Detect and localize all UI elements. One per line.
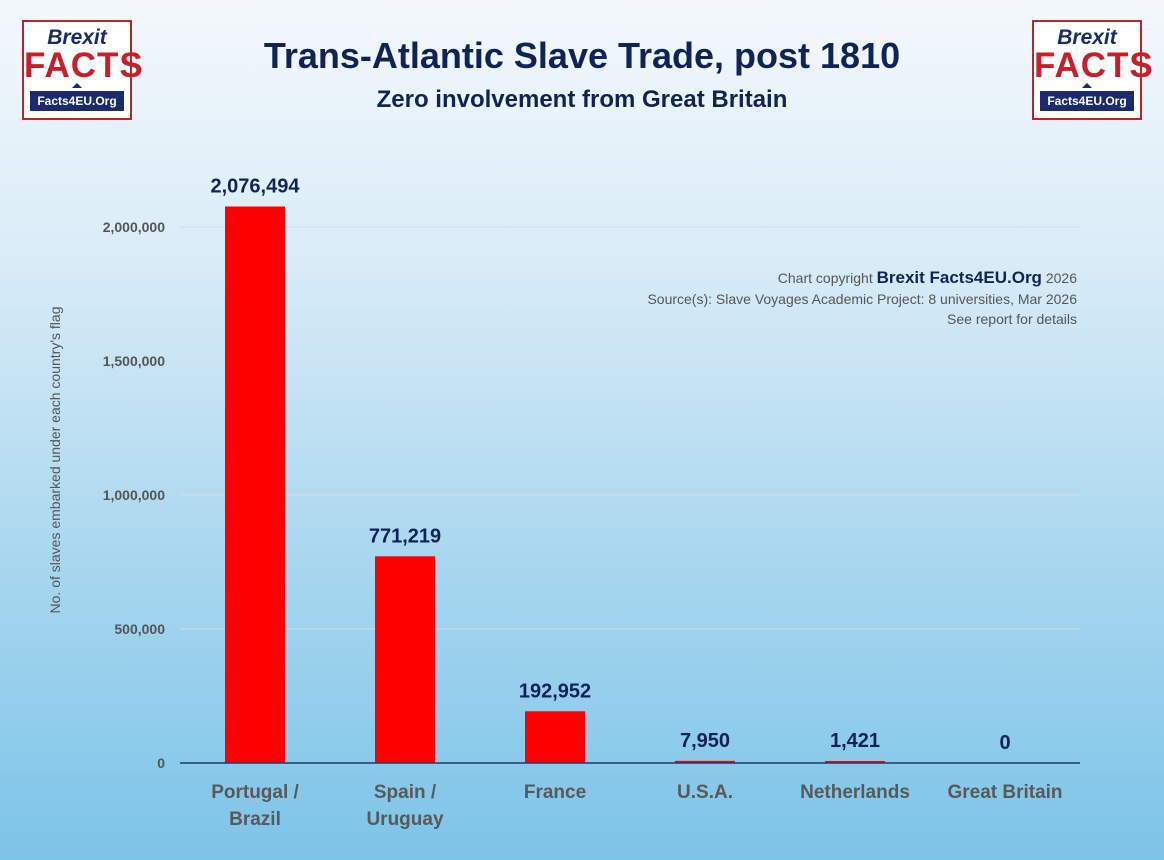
logo-brexit-text: Brexit	[1057, 26, 1117, 49]
brexit-facts-logo-right: Brexit FACTS Facts4EU.Org	[1032, 20, 1154, 120]
chart-title: Trans-Atlantic Slave Trade, post 1810	[263, 35, 901, 76]
copyright-year: 2026	[1045, 270, 1077, 286]
y-tick-label: 0	[157, 755, 165, 771]
brexit-facts-logo-left: Brexit FACTS Facts4EU.Org	[22, 20, 144, 120]
data-label: 1,421	[830, 730, 880, 752]
logo-pointer	[72, 83, 82, 88]
bar	[525, 711, 585, 763]
y-tick-label: 2,000,000	[103, 219, 165, 235]
logo-pointer	[1082, 83, 1092, 88]
x-tick-label: France	[524, 782, 586, 803]
data-label: 7,950	[680, 730, 730, 752]
bar	[375, 556, 435, 763]
logo-brexit-text: Brexit	[47, 26, 107, 49]
bar	[225, 206, 285, 763]
details-line: See report for details	[947, 311, 1077, 327]
copyright-line: Chart copyright Brexit Facts4EU.Org 2026	[477, 268, 1077, 288]
logo-facts-text: FACTS	[24, 46, 144, 85]
copyright-prefix: Chart copyright	[777, 270, 873, 286]
data-label: 0	[999, 732, 1010, 754]
logo-url-text: Facts4EU.Org	[30, 91, 124, 111]
logo-facts-text: FACTS	[1034, 46, 1154, 85]
logo-url-text: Facts4EU.Org	[1040, 91, 1134, 111]
x-tick-label: Great Britain	[947, 782, 1062, 803]
data-label: 192,952	[519, 680, 591, 702]
x-tick-label: Portugal / Brazil	[211, 782, 299, 830]
data-label: 771,219	[369, 525, 441, 547]
x-tick-label: Spain / Uruguay	[366, 782, 444, 830]
y-axis-title: No. of slaves embarked under each countr…	[47, 307, 63, 614]
source-line: Source(s): Slave Voyages Academic Projec…	[647, 291, 1077, 307]
x-tick-label: U.S.A.	[677, 782, 733, 803]
y-tick-label: 1,500,000	[103, 353, 165, 369]
chart-subtitle: Zero involvement from Great Britain	[376, 86, 788, 113]
bar	[675, 760, 735, 763]
y-tick-label: 500,000	[114, 621, 165, 637]
y-tick-label: 1,000,000	[103, 487, 165, 503]
x-tick-label: Netherlands	[800, 782, 910, 803]
data-label: 2,076,494	[211, 175, 301, 197]
bar	[825, 761, 885, 763]
copyright-brand: Brexit Facts4EU.Org	[876, 268, 1042, 287]
